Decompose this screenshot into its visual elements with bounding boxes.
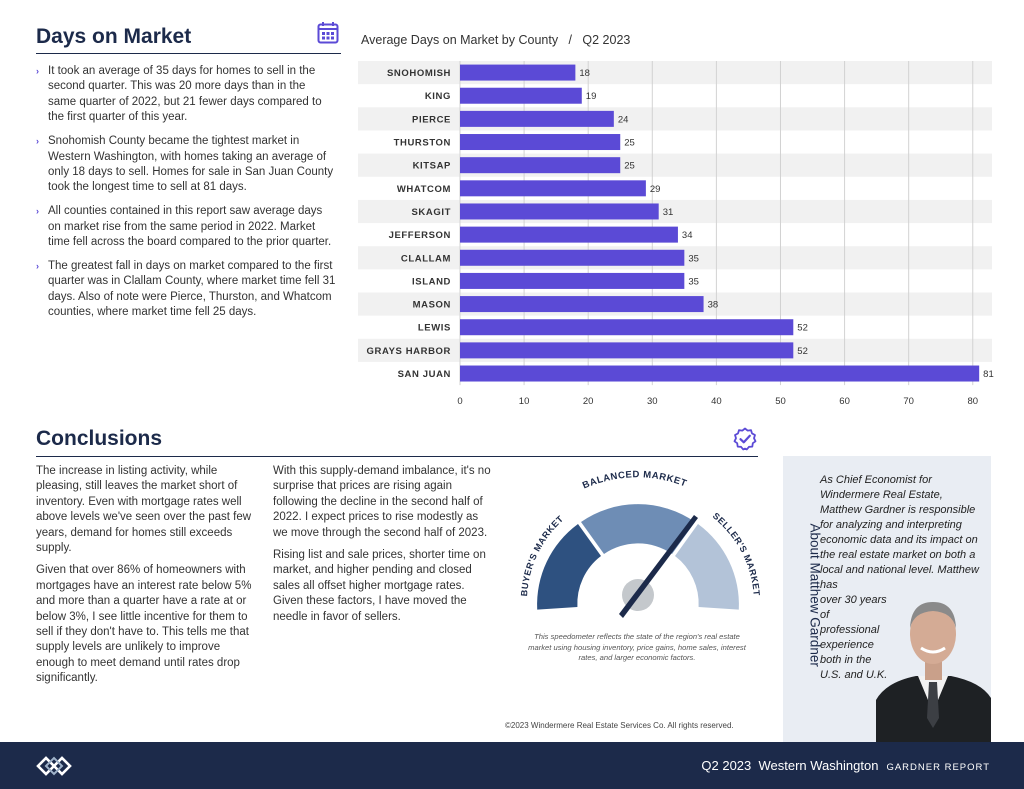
value-label: 24 bbox=[618, 114, 629, 125]
bullet-arrow-icon: › bbox=[36, 260, 39, 271]
value-label: 25 bbox=[624, 161, 635, 172]
days-on-market-bar-chart: SNOHOMISH 18 KING 19 PIERCE 24 THURSTON 25 KITSA… bbox=[358, 61, 994, 407]
check-badge-icon bbox=[733, 427, 757, 451]
footer-brand: GARDNER REPORT bbox=[886, 762, 990, 773]
x-tick-label: 80 bbox=[967, 396, 978, 407]
category-label: THURSTON bbox=[394, 138, 451, 149]
bar bbox=[460, 157, 621, 174]
category-label: ISLAND bbox=[412, 276, 451, 287]
bullet-arrow-icon: › bbox=[36, 206, 39, 217]
category-label: JEFFERSON bbox=[389, 230, 451, 241]
row-band bbox=[358, 199, 992, 224]
bullet-text: Snohomish County became the tightest mar… bbox=[48, 135, 334, 194]
calendar-icon bbox=[317, 22, 339, 44]
x-tick-label: 30 bbox=[647, 396, 658, 407]
bullet-item: › The greatest fall in days on market com… bbox=[36, 259, 336, 321]
value-label: 31 bbox=[663, 207, 674, 218]
section-title-days-on-market: Days on Market bbox=[36, 25, 192, 48]
x-tick-label: 0 bbox=[457, 396, 462, 407]
paragraph: Rising list and sale prices, shorter tim… bbox=[273, 549, 486, 623]
gauge-seller-segment bbox=[675, 524, 739, 610]
value-label: 52 bbox=[797, 346, 808, 357]
category-label: SNOHOMISH bbox=[387, 68, 451, 79]
footer-text: Q2 2023 Western Washington GARDNER REPORT bbox=[701, 758, 990, 773]
bar bbox=[460, 180, 646, 197]
bullet-text: The greatest fall in days on market comp… bbox=[48, 259, 336, 319]
paragraph: Given that over 86% of homeowners with m… bbox=[36, 564, 252, 685]
value-label: 34 bbox=[682, 230, 693, 241]
author-portrait bbox=[876, 602, 991, 742]
category-label: KITSAP bbox=[413, 161, 451, 172]
category-label: SAN JUAN bbox=[398, 369, 451, 380]
category-label: PIERCE bbox=[412, 114, 451, 125]
conclusions-rule bbox=[36, 456, 758, 457]
section-title-conclusions: Conclusions bbox=[36, 427, 163, 450]
gauge-note: This speedometer reflects the state of t… bbox=[528, 632, 746, 662]
gauge-buyer-segment bbox=[537, 524, 601, 610]
row-band bbox=[358, 107, 992, 131]
value-label: 19 bbox=[586, 91, 597, 102]
bar bbox=[460, 272, 685, 289]
bar bbox=[460, 87, 582, 104]
value-label: 35 bbox=[688, 276, 699, 287]
bullet-item: › It took an average of 35 days for homes… bbox=[36, 64, 336, 126]
value-label: 52 bbox=[797, 323, 808, 334]
gauge-balanced-segment bbox=[581, 504, 695, 554]
category-label: SKAGIT bbox=[412, 207, 452, 218]
category-label: LEWIS bbox=[418, 323, 451, 334]
value-label: 18 bbox=[579, 68, 590, 79]
bullet-arrow-icon: › bbox=[36, 136, 39, 147]
paragraph: The increase in listing activity, while … bbox=[36, 465, 252, 555]
x-tick-label: 10 bbox=[519, 396, 530, 407]
x-tick-label: 40 bbox=[711, 396, 722, 407]
bar bbox=[460, 319, 794, 336]
copyright-text: ©2023 Windermere Real Estate Services Co… bbox=[505, 721, 734, 730]
bar bbox=[460, 342, 794, 359]
bar bbox=[460, 134, 621, 151]
bullet-text: It took an average of 35 days for homes … bbox=[48, 65, 322, 124]
category-label: GRAYS HARBOR bbox=[367, 346, 451, 357]
bar bbox=[460, 226, 678, 243]
bar bbox=[460, 249, 685, 266]
bullet-arrow-icon: › bbox=[36, 66, 39, 76]
windermere-logo-icon bbox=[36, 756, 72, 776]
x-tick-label: 20 bbox=[583, 396, 594, 407]
gauge-needle bbox=[619, 515, 698, 618]
paragraph: With this supply-demand imbalance, it's … bbox=[273, 465, 491, 539]
value-label: 38 bbox=[708, 300, 719, 311]
bar bbox=[460, 365, 980, 382]
footer-bar: Q2 2023 Western Washington GARDNER REPORT bbox=[0, 742, 1024, 789]
bullet-item: › Snohomish County became the tightest ma… bbox=[36, 134, 336, 196]
chart-title: Average Days on Market by County / Q2 20… bbox=[361, 33, 631, 47]
x-tick-label: 60 bbox=[839, 396, 850, 407]
bar bbox=[460, 64, 576, 81]
category-label: MASON bbox=[413, 300, 451, 311]
about-text-narrow: over 30 years of professional experience… bbox=[820, 594, 888, 681]
row-band bbox=[358, 61, 992, 85]
footer-report-period: Q2 2023 Western Washington bbox=[701, 758, 879, 773]
about-text: As Chief Economist for Windermere Real E… bbox=[820, 473, 980, 683]
value-label: 29 bbox=[650, 184, 661, 195]
category-label: KING bbox=[425, 91, 451, 102]
days-on-market-bullets: › It took an average of 35 days for homes… bbox=[36, 64, 336, 329]
category-label: WHATCOM bbox=[397, 184, 451, 195]
bar bbox=[460, 203, 659, 220]
conclusions-column-1: The increase in listing activity, while … bbox=[36, 464, 258, 694]
x-tick-label: 50 bbox=[775, 396, 786, 407]
market-speedometer: BUYER'S MARKET BALANCED MARKET SELLER'S … bbox=[519, 469, 761, 618]
title-rule bbox=[36, 53, 341, 54]
bullet-item: › All counties contained in this report s… bbox=[36, 204, 336, 250]
value-label: 81 bbox=[983, 369, 994, 380]
value-label: 25 bbox=[624, 138, 635, 149]
bar bbox=[460, 110, 614, 127]
conclusions-column-2: With this supply-demand imbalance, it's … bbox=[273, 464, 495, 632]
x-tick-label: 70 bbox=[903, 396, 914, 407]
gauge-label-balanced-market: BALANCED MARKET bbox=[581, 469, 688, 491]
bullet-text: All counties contained in this report sa… bbox=[48, 205, 332, 249]
about-text-wide: As Chief Economist for Windermere Real E… bbox=[820, 474, 979, 591]
category-label: CLALLAM bbox=[401, 253, 451, 264]
value-label: 35 bbox=[688, 253, 699, 264]
row-band bbox=[358, 153, 992, 177]
bar bbox=[460, 296, 704, 313]
